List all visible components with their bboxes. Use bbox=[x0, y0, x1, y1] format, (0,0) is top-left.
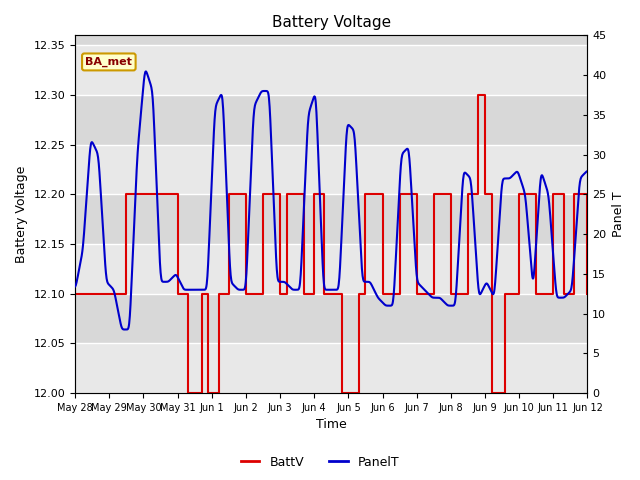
Legend: BattV, PanelT: BattV, PanelT bbox=[236, 451, 404, 474]
Bar bbox=[75, 244, 588, 294]
PanelT bbox=[309, 96, 317, 102]
BattV bbox=[474, 92, 482, 98]
BattV bbox=[355, 390, 362, 396]
BattV bbox=[184, 291, 192, 297]
BattV bbox=[488, 390, 495, 396]
PanelT bbox=[132, 181, 140, 187]
Text: BA_met: BA_met bbox=[85, 57, 132, 67]
Bar bbox=[75, 144, 588, 194]
BattV bbox=[584, 291, 591, 297]
PanelT bbox=[111, 292, 118, 298]
PanelT bbox=[71, 284, 79, 289]
Bar bbox=[75, 343, 588, 393]
Line: PanelT: PanelT bbox=[75, 72, 588, 329]
Bar bbox=[75, 45, 588, 95]
Title: Battery Voltage: Battery Voltage bbox=[272, 15, 391, 30]
X-axis label: Time: Time bbox=[316, 419, 347, 432]
BattV bbox=[71, 291, 79, 297]
PanelT bbox=[364, 279, 371, 285]
BattV bbox=[184, 390, 192, 396]
Y-axis label: Panel T: Panel T bbox=[612, 192, 625, 237]
BattV bbox=[560, 291, 568, 297]
BattV bbox=[205, 291, 212, 297]
Line: BattV: BattV bbox=[75, 95, 588, 393]
BattV bbox=[321, 291, 328, 297]
Y-axis label: Battery Voltage: Battery Voltage bbox=[15, 166, 28, 263]
PanelT bbox=[584, 168, 591, 174]
PanelT bbox=[300, 207, 308, 213]
PanelT bbox=[289, 287, 297, 292]
PanelT bbox=[142, 69, 150, 74]
PanelT bbox=[122, 326, 129, 332]
